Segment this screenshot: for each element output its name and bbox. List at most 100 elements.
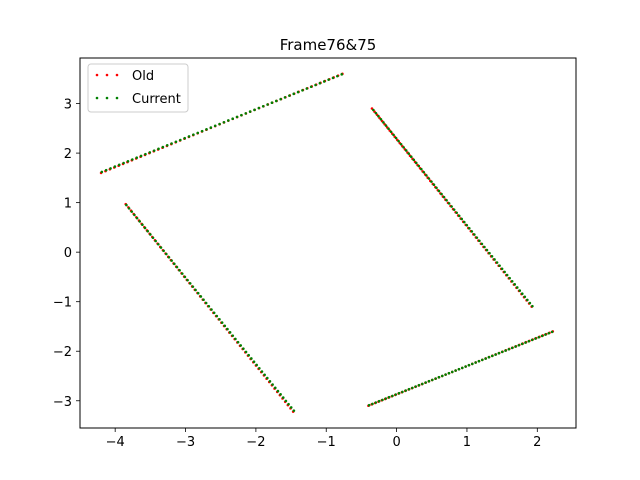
data-point-current [427, 379, 431, 383]
data-point-current [470, 230, 474, 233]
data-point-current [309, 85, 313, 89]
data-point-current [174, 140, 178, 144]
y-tick-label: −1 [53, 296, 72, 311]
data-point-current [279, 393, 282, 396]
data-point-current [240, 113, 243, 117]
data-point-current [504, 349, 507, 352]
data-point-current [113, 165, 117, 168]
data-point-current [473, 233, 476, 236]
data-point-current [483, 245, 486, 249]
data-point-current [452, 208, 456, 211]
data-point-current [149, 233, 152, 236]
data-point-current [422, 170, 426, 174]
data-point-current [402, 146, 405, 149]
x-tick-label: −2 [246, 435, 265, 450]
data-point-current [180, 272, 184, 275]
data-point-current [336, 74, 339, 78]
data-point-current [231, 334, 235, 337]
data-point-current [196, 291, 200, 295]
data-point-current [157, 147, 160, 151]
data-point-current [494, 353, 497, 356]
data-point-current [130, 210, 134, 213]
legend: Old Current [87, 63, 189, 113]
data-point-current [550, 330, 554, 334]
data-point-current [432, 183, 436, 187]
data-point-current [507, 347, 511, 351]
data-point-current [178, 269, 181, 272]
data-point-current [460, 217, 464, 221]
data-point-current [170, 142, 173, 145]
legend-label-old: Old [132, 69, 154, 84]
data-point-current [244, 112, 248, 115]
data-point-current [126, 159, 130, 163]
data-point-current [222, 120, 226, 124]
data-point-current [276, 389, 280, 393]
data-point-current [144, 152, 147, 156]
data-point-current [513, 283, 517, 286]
legend-item-current: Current [95, 92, 181, 107]
data-point-current [437, 189, 441, 193]
data-point-current [255, 363, 258, 367]
data-point-current [172, 262, 176, 266]
data-point-current [427, 177, 431, 180]
data-point-current [159, 246, 163, 249]
data-point-current [204, 301, 208, 305]
data-point-current [411, 386, 414, 390]
data-point-current [497, 351, 501, 355]
data-point-current [537, 335, 541, 339]
data-point-current [218, 122, 221, 126]
data-point-current [287, 402, 290, 406]
data-point-current [412, 158, 416, 162]
x-tick-label: −1 [317, 435, 336, 450]
data-point-current [227, 119, 230, 122]
data-point-current [372, 108, 375, 112]
data-point-current [274, 99, 278, 103]
data-point-current [258, 366, 261, 370]
legend-marker-old [105, 73, 109, 77]
data-point-current [161, 145, 165, 149]
x-tick-label: −3 [176, 435, 195, 450]
data-point-current [183, 275, 187, 279]
data-point-current [244, 350, 248, 354]
data-point-current [374, 401, 378, 404]
data-point-current [131, 158, 134, 161]
data-point-current [284, 399, 288, 403]
data-point-current [500, 350, 504, 354]
data-point-current [122, 161, 125, 165]
data-point-current [212, 311, 216, 315]
data-point-current [530, 338, 534, 342]
data-point-current [387, 395, 391, 399]
data-point-current [257, 106, 261, 110]
data-point-current [183, 136, 186, 140]
data-point-current [371, 402, 374, 406]
data-point-current [374, 111, 378, 115]
data-point-current [445, 199, 448, 202]
data-point-current [420, 167, 423, 171]
plot-area-frame [79, 57, 577, 429]
data-point-current [157, 242, 160, 246]
data-point-current [526, 298, 529, 302]
data-point-current [327, 78, 330, 81]
x-tick-label: 2 [533, 435, 541, 450]
data-point-current [314, 83, 317, 87]
data-point-current [179, 138, 182, 142]
data-point-current [534, 337, 537, 340]
data-point-current [191, 285, 195, 288]
data-point-current [117, 163, 121, 167]
data-point-current [397, 139, 400, 143]
data-point-current [444, 373, 447, 376]
data-point-current [518, 289, 522, 292]
data-point-current [242, 347, 245, 350]
data-point-current [331, 76, 335, 80]
data-point-current [192, 133, 195, 136]
data-point-current [470, 362, 474, 366]
legend-label-current: Current [132, 92, 181, 107]
data-point-current [424, 381, 428, 384]
data-points-layer [99, 72, 555, 413]
data-point-current [133, 213, 136, 217]
series-current [100, 73, 554, 412]
data-point-current [138, 220, 142, 223]
data-point-current [447, 371, 451, 375]
data-point-current [261, 104, 265, 108]
